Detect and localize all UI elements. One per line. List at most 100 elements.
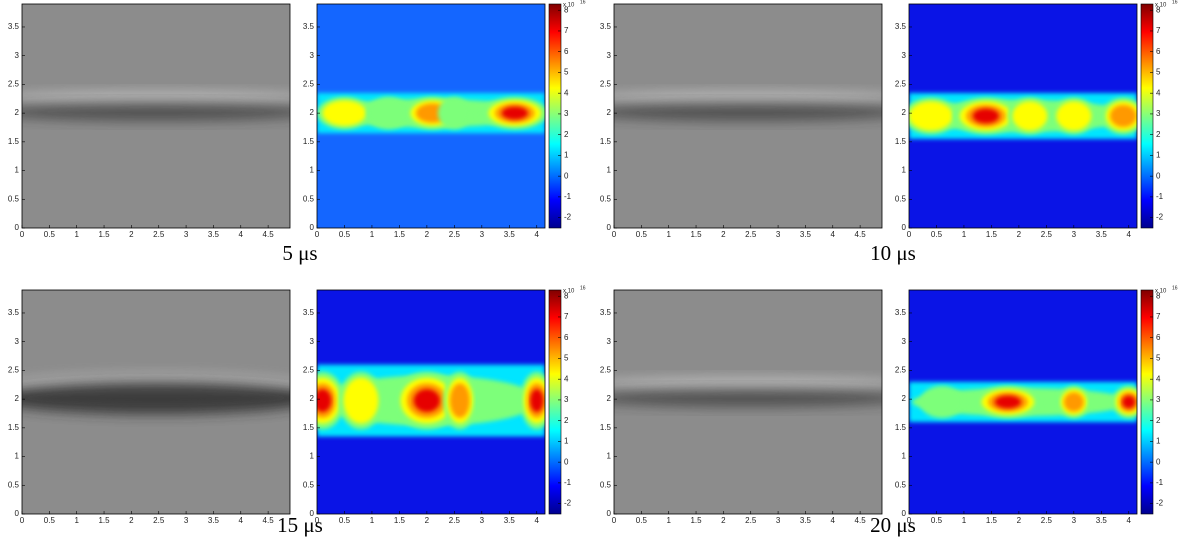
x-tick-label: 0 bbox=[907, 230, 912, 239]
y-tick-label: 2 bbox=[15, 108, 20, 117]
y-tick-label: 0 bbox=[310, 223, 315, 232]
x-tick-label: 2.5 bbox=[449, 230, 461, 239]
y-tick-label: 2 bbox=[902, 394, 907, 403]
y-tick-label: 1.5 bbox=[895, 423, 907, 432]
colorbar-tick-label: -1 bbox=[1156, 478, 1164, 487]
contour-frame bbox=[908, 3, 1138, 229]
colorbar-tick-label: 7 bbox=[1156, 312, 1161, 321]
x-tick-label: 1 bbox=[370, 516, 375, 525]
x-tick-label: 3 bbox=[480, 230, 485, 239]
colorbar-tick-label: -2 bbox=[1156, 499, 1164, 508]
colorbar-multiplier: x 10 bbox=[563, 3, 575, 9]
y-tick-label: 3 bbox=[310, 51, 315, 60]
colorbar-tick-label: 6 bbox=[1156, 47, 1161, 56]
y-tick-label: 0 bbox=[607, 223, 612, 232]
shadowgraph-image bbox=[22, 4, 290, 228]
y-tick-label: 0.5 bbox=[600, 194, 612, 203]
shadowgraph-image bbox=[614, 290, 882, 514]
colorbar-tick-label: 6 bbox=[1156, 333, 1161, 342]
colorbar-tick-label: 5 bbox=[1156, 68, 1161, 77]
colorbar bbox=[548, 3, 562, 229]
x-tick-label: 2.5 bbox=[449, 516, 461, 525]
contour-level bbox=[909, 101, 953, 131]
x-tick-label: 1 bbox=[962, 516, 967, 525]
contour-level bbox=[1012, 101, 1048, 131]
contour-frame bbox=[316, 289, 546, 515]
contour-map bbox=[317, 4, 545, 228]
x-tick-label: 2.5 bbox=[1041, 516, 1053, 525]
x-tick-label: 3 bbox=[776, 516, 781, 525]
contour-level bbox=[343, 377, 379, 424]
y-tick-label: 0.5 bbox=[895, 480, 907, 489]
y-tick-label: 3 bbox=[902, 337, 907, 346]
contour-level bbox=[1110, 104, 1137, 128]
y-tick-label: 1.5 bbox=[303, 137, 315, 146]
x-tick-label: 3 bbox=[184, 230, 189, 239]
y-tick-label: 1.5 bbox=[8, 423, 20, 432]
y-tick-label: 1 bbox=[15, 452, 20, 461]
y-tick-label: 1 bbox=[15, 166, 20, 175]
x-tick-label: 4 bbox=[1127, 516, 1132, 525]
x-tick-label: 1.5 bbox=[98, 230, 110, 239]
contour-map bbox=[317, 290, 545, 514]
x-tick-label: 1.5 bbox=[98, 516, 110, 525]
contour-level bbox=[972, 108, 1000, 124]
x-tick-label: 2 bbox=[721, 516, 726, 525]
y-tick-label: 2 bbox=[310, 394, 315, 403]
shadowgraph-image bbox=[614, 4, 882, 228]
y-tick-label: 3.5 bbox=[303, 308, 315, 317]
y-tick-label: 2.5 bbox=[8, 80, 20, 89]
colorbar-multiplier: x 10 bbox=[563, 289, 575, 295]
colorbar-tick-label: 2 bbox=[564, 416, 569, 425]
dark-band bbox=[22, 382, 290, 414]
y-tick-label: 1.5 bbox=[600, 137, 612, 146]
contour-level bbox=[322, 100, 367, 126]
y-tick-label: 1.5 bbox=[600, 423, 612, 432]
x-tick-label: 1.5 bbox=[690, 230, 702, 239]
x-tick-label: 3.5 bbox=[208, 230, 220, 239]
x-tick-label: 0 bbox=[907, 516, 912, 525]
x-tick-label: 2.5 bbox=[1041, 230, 1053, 239]
y-tick-label: 1.5 bbox=[895, 137, 907, 146]
contour-frame bbox=[908, 289, 1138, 515]
x-tick-label: 0.5 bbox=[339, 230, 351, 239]
time-label: 15 μs bbox=[277, 513, 323, 537]
y-tick-label: 2 bbox=[310, 108, 315, 117]
colorbar-tick-label: 7 bbox=[1156, 26, 1161, 35]
y-tick-label: 3.5 bbox=[600, 22, 612, 31]
colorbar-tick-label: 4 bbox=[1156, 88, 1161, 97]
colorbar-tick-label: 0 bbox=[1156, 171, 1161, 180]
dark-band bbox=[614, 389, 882, 407]
y-tick-label: 3 bbox=[15, 51, 20, 60]
contour-level bbox=[501, 106, 528, 120]
x-tick-label: 4 bbox=[1127, 230, 1132, 239]
x-tick-label: 2 bbox=[1017, 230, 1022, 239]
x-tick-label: 3 bbox=[776, 230, 781, 239]
colorbar-tick-label: -1 bbox=[564, 192, 572, 201]
colorbar-tick-label: 3 bbox=[1156, 395, 1161, 404]
colorbar-tick-label: 2 bbox=[564, 130, 569, 139]
x-tick-label: 2 bbox=[1017, 516, 1022, 525]
image-frame bbox=[613, 289, 883, 515]
contour-level bbox=[366, 97, 411, 130]
panel: 0 0.5 1 1.5 2 2.5 3 3.5 4 4.5 0 0.5 1 1.5 2 2.5 3 3.5 0 0.5… bbox=[8, 285, 586, 537]
y-tick-label: 1 bbox=[310, 166, 315, 175]
x-tick-label: 2.5 bbox=[745, 230, 757, 239]
x-tick-label: 3.5 bbox=[1096, 516, 1108, 525]
colorbar-exponent: 16 bbox=[1172, 285, 1178, 291]
y-tick-label: 1.5 bbox=[8, 137, 20, 146]
colorbar-tick-label: 1 bbox=[1156, 437, 1161, 446]
y-tick-label: 3.5 bbox=[303, 22, 315, 31]
x-tick-label: 3.5 bbox=[504, 516, 516, 525]
colorbar-tick-label: 8 bbox=[564, 291, 569, 300]
x-tick-label: 4.5 bbox=[263, 516, 275, 525]
contour-level bbox=[919, 385, 964, 419]
x-tick-label: 0.5 bbox=[44, 230, 56, 239]
image-frame bbox=[21, 289, 291, 515]
contour-level bbox=[1063, 392, 1084, 412]
colorbar-tick-label: 7 bbox=[564, 312, 569, 321]
y-tick-label: 2.5 bbox=[895, 80, 907, 89]
colorbar-tick-label: 6 bbox=[564, 333, 569, 342]
x-tick-label: 1 bbox=[962, 230, 967, 239]
colorbar-tick-label: -2 bbox=[1156, 213, 1164, 222]
